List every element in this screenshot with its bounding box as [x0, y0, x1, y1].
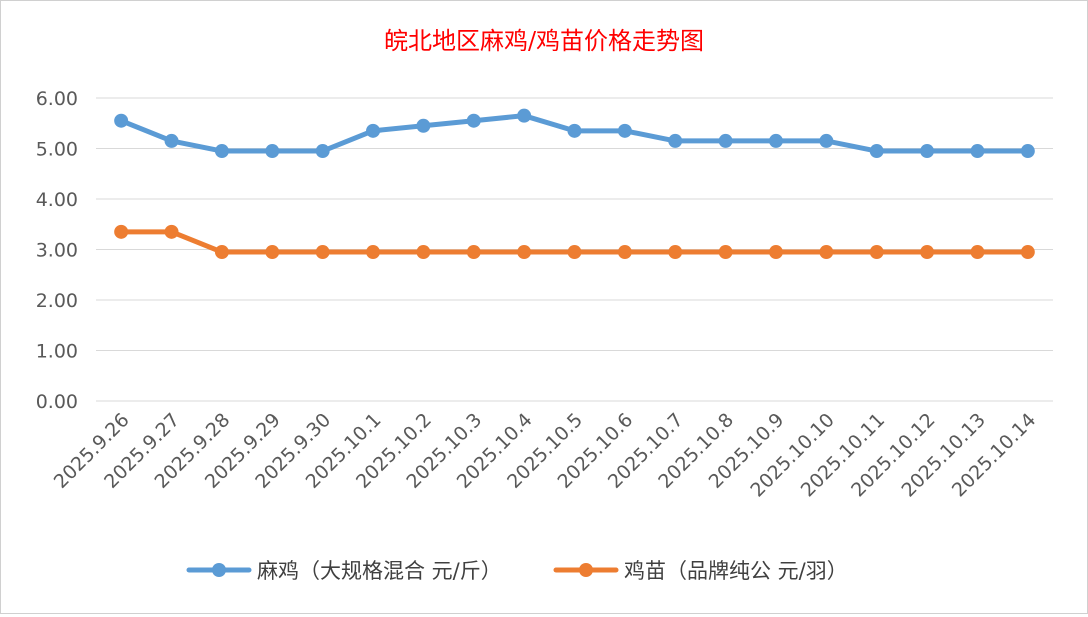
data-point	[617, 123, 632, 138]
y-tick-label: 5.00	[36, 139, 78, 161]
legend-marker	[212, 563, 226, 577]
legend-label: 鸡苗（品牌纯公 元/羽）	[624, 559, 848, 583]
data-point	[114, 224, 129, 239]
y-tick-label: 6.00	[36, 88, 78, 110]
data-point	[164, 133, 179, 148]
data-point	[114, 113, 129, 128]
data-point	[668, 245, 683, 260]
data-point	[920, 245, 935, 260]
data-point	[416, 245, 431, 260]
y-tick-label: 0.00	[36, 391, 78, 413]
data-point	[1020, 245, 1035, 260]
series-2	[114, 224, 1035, 260]
data-point	[164, 224, 179, 239]
data-point	[668, 133, 683, 148]
data-point	[366, 245, 381, 260]
data-point	[517, 108, 532, 123]
data-point	[617, 245, 632, 260]
y-axis: 0.00 1.00 2.00 3.00 4.00 5.00 6.00	[36, 88, 78, 413]
data-point	[869, 245, 884, 260]
data-point	[819, 133, 834, 148]
y-tick-label: 2.00	[36, 290, 78, 312]
data-point	[315, 245, 330, 260]
data-point	[718, 133, 733, 148]
data-point	[768, 245, 783, 260]
data-point	[265, 144, 280, 159]
data-point	[466, 245, 481, 260]
legend-marker	[579, 563, 593, 577]
data-point	[466, 113, 481, 128]
data-point	[819, 245, 834, 260]
series-lines	[114, 108, 1035, 260]
legend: 麻鸡（大规格混合 元/斤） 鸡苗（品牌纯公 元/羽）	[186, 559, 848, 583]
data-point	[567, 245, 582, 260]
data-point	[214, 144, 229, 159]
legend-item-2: 鸡苗（品牌纯公 元/羽）	[553, 559, 848, 583]
legend-label: 麻鸡（大规格混合 元/斤）	[257, 559, 502, 583]
series-1	[114, 108, 1035, 159]
data-point	[366, 123, 381, 138]
data-point	[920, 144, 935, 159]
legend-item-1: 麻鸡（大规格混合 元/斤）	[186, 559, 502, 583]
data-point	[416, 118, 431, 133]
data-point	[315, 144, 330, 159]
data-point	[768, 133, 783, 148]
data-point	[970, 144, 985, 159]
x-axis: 2025.9.262025.9.272025.9.282025.9.292025…	[50, 409, 1041, 501]
data-point	[214, 245, 229, 260]
y-tick-label: 1.00	[36, 341, 78, 363]
data-point	[265, 245, 280, 260]
data-point	[718, 245, 733, 260]
data-point	[517, 245, 532, 260]
data-point	[567, 123, 582, 138]
y-tick-label: 4.00	[36, 189, 78, 211]
data-point	[1020, 144, 1035, 159]
gridlines	[96, 97, 1053, 402]
data-point	[869, 144, 884, 159]
data-point	[970, 245, 985, 260]
chart-title: 皖北地区麻鸡/鸡苗价格走势图	[384, 27, 704, 55]
y-tick-label: 3.00	[36, 240, 78, 262]
